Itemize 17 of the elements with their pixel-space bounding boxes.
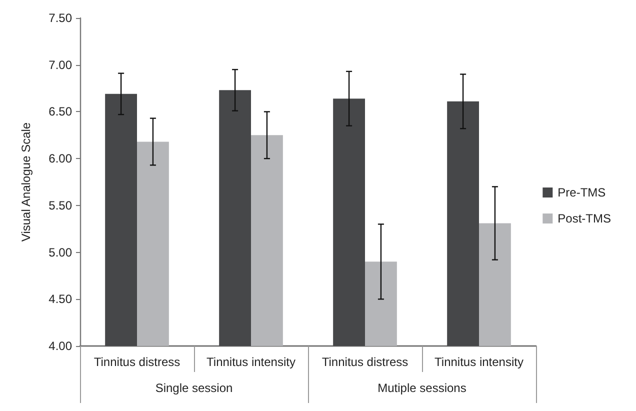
y-tick-label: 4.00	[48, 339, 72, 353]
y-tick-label: 6.50	[48, 104, 72, 119]
x-tick-label: Tinnitus intensity	[206, 355, 296, 369]
x-tick-label: Tinnitus distress	[94, 355, 180, 369]
legend-label: Post-TMS	[558, 212, 612, 226]
text: Mutiple sessions	[378, 381, 466, 395]
y-tick-label: 5.50	[48, 198, 72, 212]
y-tick-label: 7.50	[48, 11, 72, 25]
text: Single session	[155, 381, 233, 395]
y-tick-label: 4.50	[48, 292, 72, 306]
x-tick-label: Tinnitus intensity	[434, 355, 524, 369]
y-tick-label: 6.00	[48, 152, 72, 166]
y-axis-title: Visual Analogue Scale	[19, 122, 33, 242]
y-tick-label: 7.00	[48, 58, 72, 72]
x-tick-label: Tinnitus distress	[322, 355, 408, 369]
y-tick-label: 5.00	[48, 245, 72, 260]
legend-label: Pre-TMS	[558, 186, 606, 200]
